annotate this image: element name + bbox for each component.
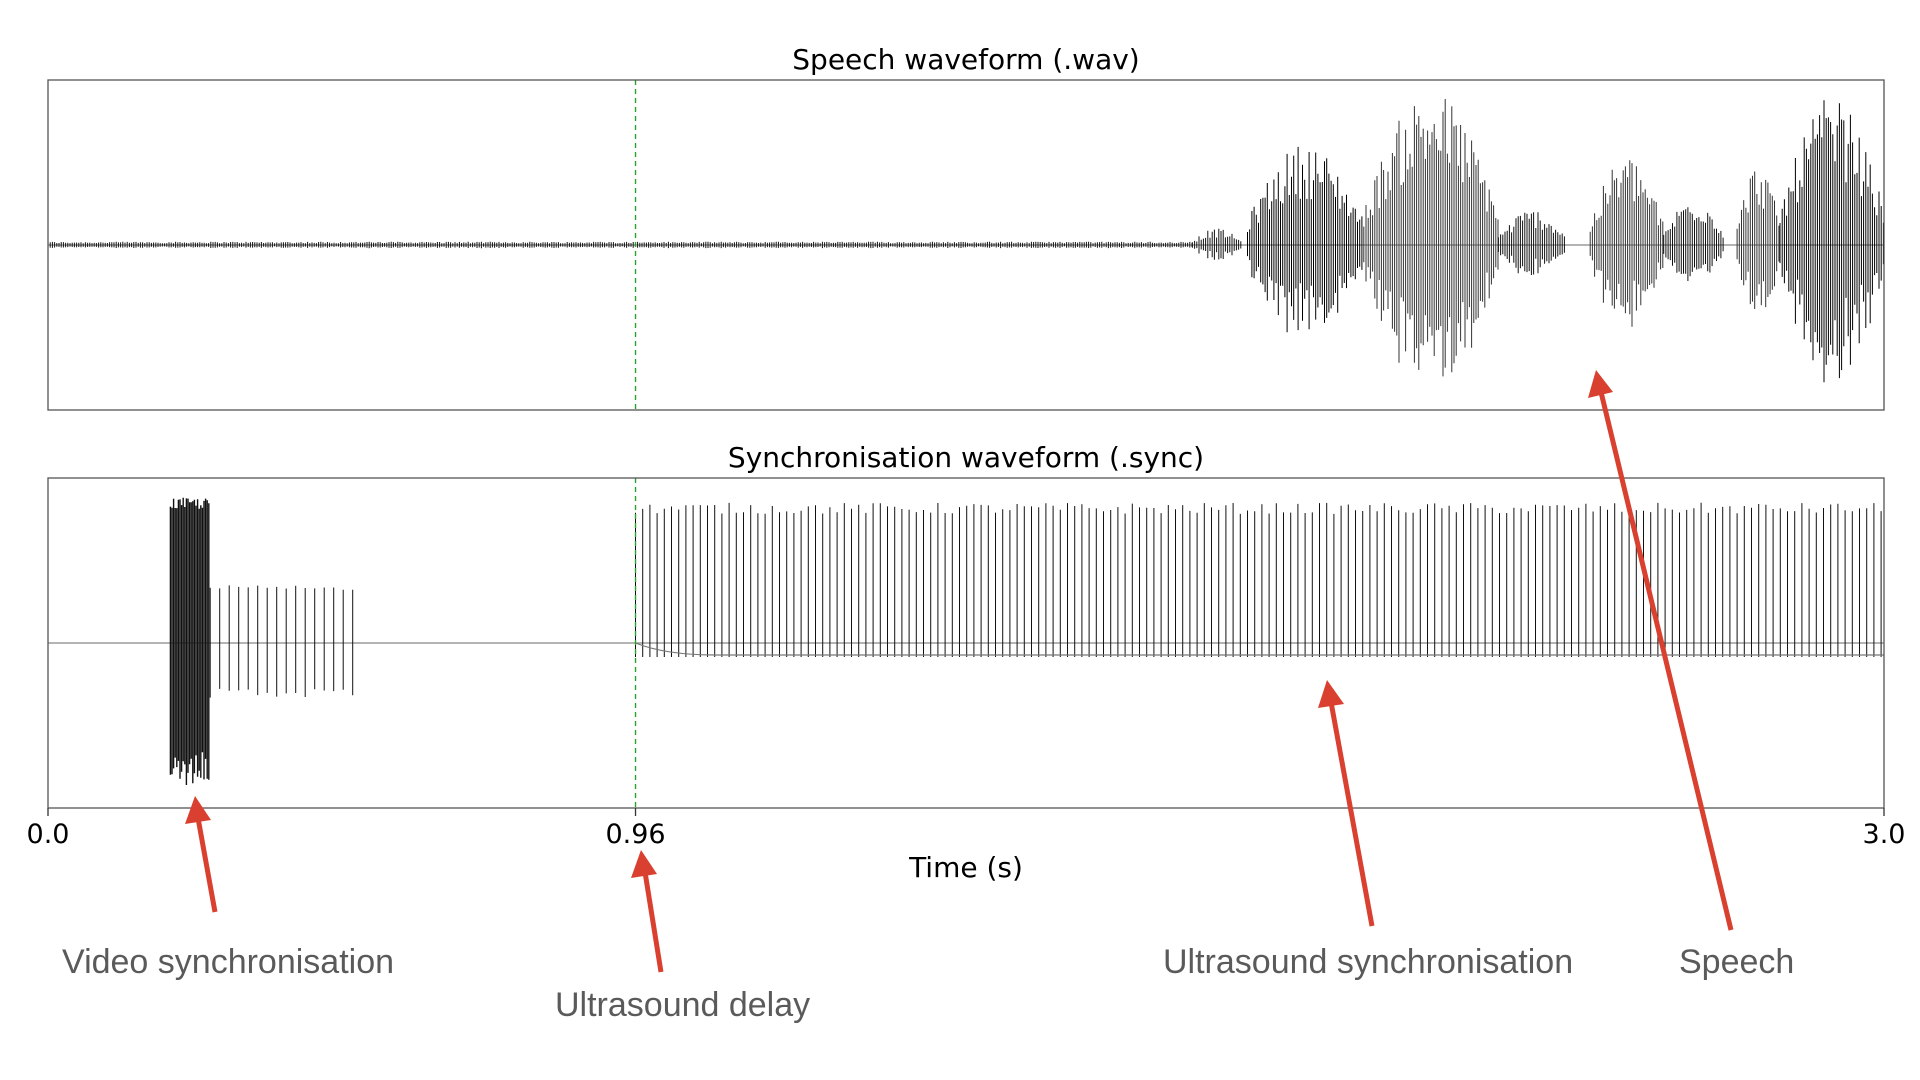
- sync-panel-title: Synchronisation waveform (.sync): [728, 441, 1204, 474]
- x-axis-label: Time (s): [908, 851, 1023, 884]
- waveform-segment-speech-burst-5: [1663, 207, 1724, 281]
- x-tick-label: 0.96: [605, 819, 665, 850]
- waveform-segment-ultrasound-sync-pulses: [635, 502, 1882, 657]
- sync-waveform: [48, 497, 1884, 785]
- ultrasound-sync-arrow: [1318, 680, 1375, 927]
- sync-offset-curve: [635, 642, 1884, 656]
- video-sync-annotation: Video synchronisation: [62, 943, 394, 981]
- ultrasound-sync-annotation: Ultrasound synchronisation: [1163, 943, 1573, 981]
- x-tick-label: 3.0: [1863, 819, 1906, 850]
- waveform-segment-onset: [1191, 228, 1242, 260]
- annotation-arrows: [185, 370, 1734, 973]
- waveform-segment-background-noise: [48, 241, 1193, 249]
- sync-panel-frame: [47, 477, 1885, 809]
- speech-arrow: [1588, 370, 1734, 931]
- x-axis-ticks: 0.0 0.96 3.0: [27, 808, 1906, 850]
- waveform-segment-video-sync-sparse: [209, 585, 354, 698]
- waveform-segment-speech-burst-1: [1247, 146, 1363, 333]
- video-sync-arrow: [185, 796, 218, 913]
- waveform-segment-speech-burst-2: [1363, 99, 1499, 377]
- ultrasound-delay-arrow: [631, 850, 664, 973]
- waveform-segment-speech-burst-6: [1736, 171, 1780, 309]
- speech-annotation: Speech: [1679, 943, 1794, 981]
- waveform-segment-speech-burst-4: [1589, 160, 1664, 327]
- ultrasound-delay-annotation: Ultrasound delay: [555, 986, 810, 1024]
- waveform-segment-video-sync-dense: [169, 497, 210, 785]
- waveform-segment-speech-burst-3: [1497, 212, 1565, 275]
- speech-panel-title: Speech waveform (.wav): [792, 43, 1139, 76]
- speech-panel-frame: [47, 79, 1885, 411]
- x-tick-label: 0.0: [27, 819, 70, 850]
- waveform-segment-speech-burst-7: [1779, 100, 1884, 383]
- speech-waveform: [48, 99, 1884, 383]
